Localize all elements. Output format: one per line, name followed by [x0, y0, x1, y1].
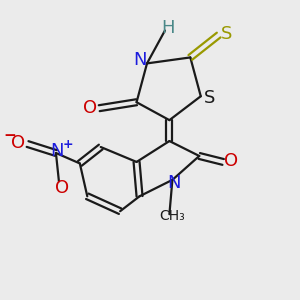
Text: −: − [4, 128, 16, 143]
Text: S: S [203, 89, 215, 107]
Text: S: S [220, 25, 232, 43]
Text: N: N [51, 142, 64, 160]
Text: O: O [11, 134, 25, 152]
Text: CH₃: CH₃ [160, 209, 185, 223]
Text: +: + [63, 137, 73, 151]
Text: H: H [161, 19, 175, 37]
Text: O: O [224, 152, 239, 170]
Text: O: O [82, 99, 97, 117]
Text: N: N [167, 174, 181, 192]
Text: N: N [133, 51, 146, 69]
Text: O: O [55, 179, 69, 197]
